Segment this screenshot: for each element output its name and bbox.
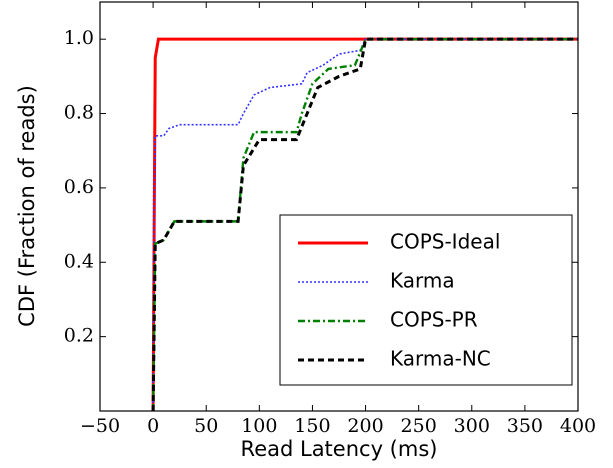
y-tick-label: 0.4: [64, 250, 94, 272]
y-tick-label: 0.2: [64, 325, 94, 347]
legend-label: Karma-NC: [390, 347, 491, 371]
x-tick-label: 150: [294, 415, 330, 437]
legend-label: COPS-Ideal: [390, 230, 500, 254]
y-tick-label: 0.8: [64, 102, 94, 124]
x-tick-label: 300: [454, 415, 490, 437]
plot-frame: [99, 1, 579, 412]
x-tick-label: 200: [347, 415, 383, 437]
x-tick-label: 100: [241, 415, 277, 437]
x-tick-label: 350: [507, 415, 543, 437]
legend-label: COPS-PR: [390, 308, 478, 332]
series-line: [151, 37, 578, 412]
x-tick-label: 50: [194, 415, 218, 437]
x-tick-label: 400: [560, 415, 596, 437]
y-tick-label: 1.0: [64, 27, 94, 49]
x-tick-label: 250: [401, 415, 437, 437]
y-tick-label: 0.6: [64, 176, 94, 198]
x-tick-label: −50: [80, 415, 120, 437]
x-axis-label: Read Latency (ms): [241, 437, 438, 461]
y-axis-label: CDF (Fraction of reads): [15, 85, 39, 327]
series-line: [152, 38, 578, 412]
legend-label: Karma: [390, 269, 455, 293]
x-tick-label: 0: [147, 415, 159, 437]
